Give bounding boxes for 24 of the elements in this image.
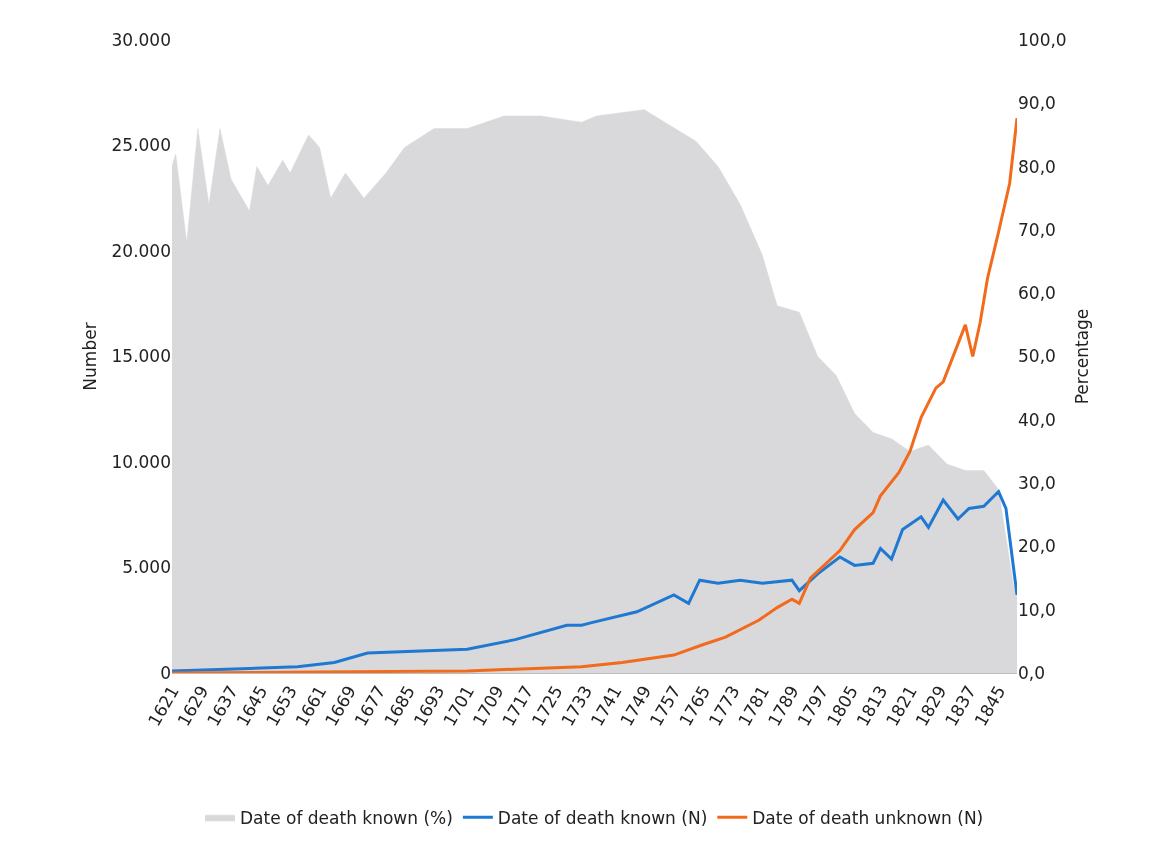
y-tick-label: 10.000 <box>111 451 171 472</box>
legend-label: Date of death unknown (N) <box>752 807 984 828</box>
y-tick-label: 25.000 <box>111 135 171 156</box>
y2-tick-label: 30,0 <box>1018 473 1056 494</box>
y2-tick-label: 70,0 <box>1018 219 1056 240</box>
y2-tick-label: 50,0 <box>1018 346 1056 367</box>
y2-tick-label: 90,0 <box>1018 93 1056 114</box>
y-tick-label: 15.000 <box>111 346 171 367</box>
y2-tick-label: 60,0 <box>1018 283 1056 304</box>
y-tick-label: 5.000 <box>122 557 171 578</box>
y-axis-title: Number <box>80 322 101 391</box>
line-series <box>172 490 1017 673</box>
legend-label: Date of death known (N) <box>497 807 708 828</box>
y2-tick-label: 20,0 <box>1018 536 1056 557</box>
y-tick-label: 20.000 <box>111 240 171 261</box>
y2-tick-label: 100,0 <box>1018 29 1067 50</box>
y-tick-label: 30.000 <box>111 29 171 50</box>
y2-tick-label: 80,0 <box>1018 156 1056 177</box>
y2-axis-title: Percentage <box>1072 308 1093 405</box>
y-tick-label: 0 <box>160 662 171 683</box>
y2-tick-label: 10,0 <box>1018 599 1056 620</box>
y2-tick-label: 0,0 <box>1018 662 1046 683</box>
legend-label: Date of death known (%) <box>240 807 453 828</box>
y2-tick-label: 40,0 <box>1018 409 1056 430</box>
